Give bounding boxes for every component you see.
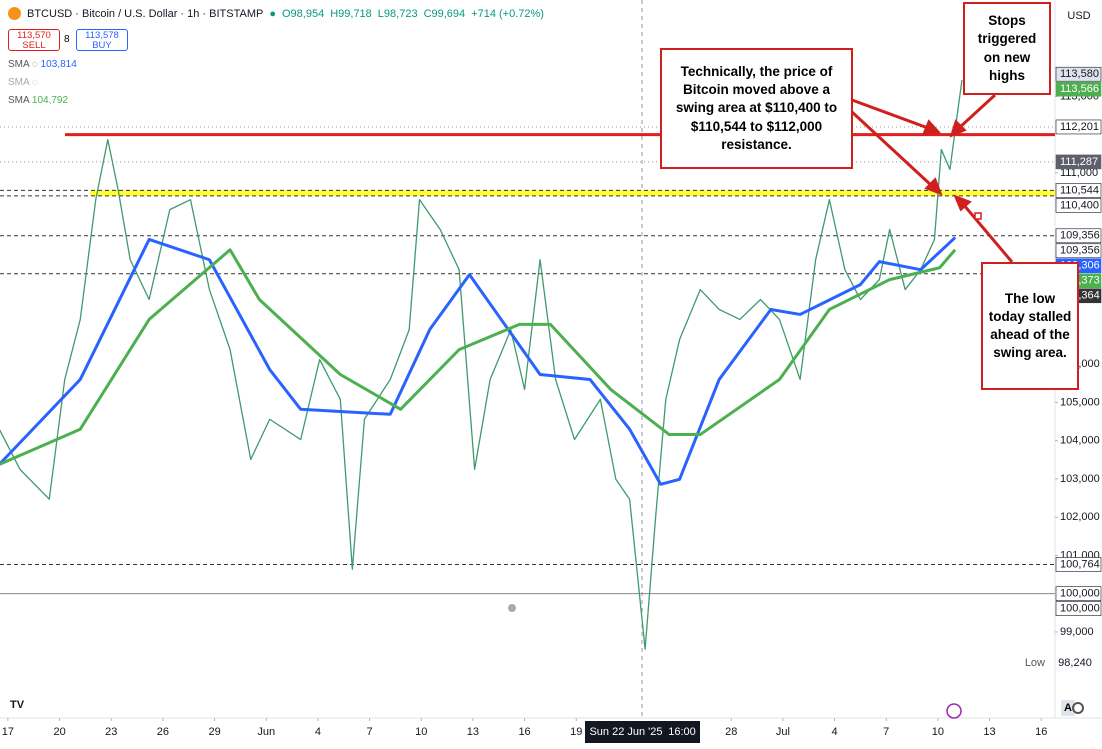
- price-label: 110,400: [1060, 199, 1099, 211]
- indicator-value: 104,792: [31, 95, 69, 106]
- settings-icon[interactable]: [1072, 702, 1084, 714]
- x-tick-label: 10: [932, 726, 944, 738]
- price-label-box: [1055, 119, 1102, 135]
- price-label-box: [1055, 228, 1102, 244]
- x-tick-label: 7: [367, 726, 373, 738]
- event-icon[interactable]: [508, 604, 516, 612]
- sell-price[interactable]: 113,570: [17, 30, 51, 41]
- annotation: The low today stalled ahead of the swing…: [981, 262, 1079, 390]
- auto-button-label[interactable]: A: [1064, 702, 1072, 714]
- price-label: 113,566: [1060, 83, 1099, 95]
- price-label: 109,356: [1060, 230, 1100, 242]
- indicator: SMA ◌: [8, 77, 38, 88]
- y-tick-label: 99,000: [1060, 626, 1094, 638]
- buy-button[interactable]: 113,578 BUY: [76, 29, 128, 51]
- ohlc: H99,718: [330, 7, 372, 20]
- low-label: Low: [1025, 657, 1045, 669]
- price-label: 113,580: [1060, 68, 1099, 80]
- indicator-name: SMA: [8, 95, 30, 106]
- x-tick-label: 13: [467, 726, 479, 738]
- x-tick-label: 16: [518, 726, 530, 738]
- price-label: 100,000: [1060, 603, 1100, 615]
- indicator: SMA 104,792: [8, 95, 68, 106]
- crosshair-time: 16:00: [668, 726, 696, 738]
- price-label: 110,544: [1060, 184, 1099, 196]
- x-tick-label: Jun: [257, 726, 275, 738]
- status-dot: ●: [269, 7, 276, 20]
- price-label-box: [1055, 81, 1102, 97]
- annotation: Stops triggered on new highs: [963, 2, 1051, 95]
- x-tick-label: 29: [208, 726, 220, 738]
- price-label-box: [1055, 586, 1102, 601]
- indicator-name: SMA: [8, 59, 30, 70]
- x-tick-label: 16: [1035, 726, 1047, 738]
- sell-button[interactable]: 113,570 SELL: [8, 29, 60, 51]
- marker: [974, 212, 982, 220]
- ohlc: L98,723: [377, 7, 418, 20]
- x-tick-label: 28: [725, 726, 737, 738]
- y-tick-label: 111,000: [1060, 167, 1098, 179]
- price-line: [0, 79, 963, 650]
- indicator: SMA ◌ 103,814: [8, 59, 77, 70]
- x-tick-label: 10: [415, 726, 427, 738]
- x-tick-label: 17: [2, 726, 14, 738]
- price-label: 111,287: [1060, 156, 1098, 168]
- price-label-box: [1055, 198, 1102, 213]
- price-label: 100,764: [1060, 558, 1100, 570]
- symbol-icon: [8, 7, 21, 20]
- y-tick-label: 104,000: [1060, 435, 1100, 447]
- x-tick-label: 26: [157, 726, 169, 738]
- indicator-value: 103,814: [40, 59, 77, 70]
- auto-button[interactable]: [1061, 700, 1075, 716]
- crosshair-label: [585, 721, 700, 743]
- x-tick-label: 7: [883, 726, 889, 738]
- change: +714 (+0.72%): [471, 7, 544, 20]
- sma-line: [0, 236, 957, 486]
- ohlc: C99,694: [423, 7, 466, 20]
- price-label: 109,356: [1060, 245, 1100, 257]
- x-tick-label: 20: [53, 726, 65, 738]
- symbol: BTCUSD · Bitcoin / U.S. Dollar · 1h · BI…: [27, 7, 264, 20]
- spread: 8: [64, 34, 70, 45]
- x-tick-label: 4: [315, 726, 321, 738]
- x-tick-label: 13: [983, 726, 995, 738]
- price-label: 100,000: [1060, 588, 1100, 600]
- event-icon[interactable]: [946, 703, 962, 719]
- indicator-name: SMA: [8, 77, 30, 88]
- sell-label[interactable]: SELL: [22, 40, 46, 51]
- x-tick-label: Jul: [776, 726, 790, 738]
- ohlc: O98,954: [282, 7, 325, 20]
- sma-line: [0, 248, 957, 466]
- crosshair-date: Sun 22 Jun '25: [589, 726, 662, 738]
- price-label-box: [1055, 183, 1102, 198]
- x-tick-label: 4: [832, 726, 838, 738]
- annotation: Technically, the price of Bitcoin moved …: [660, 48, 853, 169]
- logo: TV: [10, 699, 25, 711]
- arrows: [850, 93, 1014, 263]
- y-tick-label: 103,000: [1060, 473, 1100, 485]
- header: BTCUSD · Bitcoin / U.S. Dollar · 1h · BI…: [8, 7, 544, 20]
- price-label-box: [1055, 154, 1102, 170]
- currency: USD: [1067, 10, 1090, 22]
- price-label-box: [1055, 601, 1102, 616]
- buy-label[interactable]: BUY: [92, 40, 112, 51]
- swing-zone: [90, 190, 1055, 196]
- y-tick-label: 102,000: [1060, 511, 1100, 523]
- x-tick-label: 23: [105, 726, 117, 738]
- buy-price[interactable]: 113,578: [85, 30, 119, 41]
- price-label: 112,201: [1060, 121, 1099, 133]
- price-label-box: [1055, 66, 1102, 82]
- low-value: 98,240: [1058, 657, 1092, 669]
- price-label-box: [1055, 243, 1102, 259]
- y-tick-label: 105,000: [1060, 396, 1100, 408]
- x-tick-label: 19: [570, 726, 582, 738]
- price-label-box: [1055, 557, 1102, 572]
